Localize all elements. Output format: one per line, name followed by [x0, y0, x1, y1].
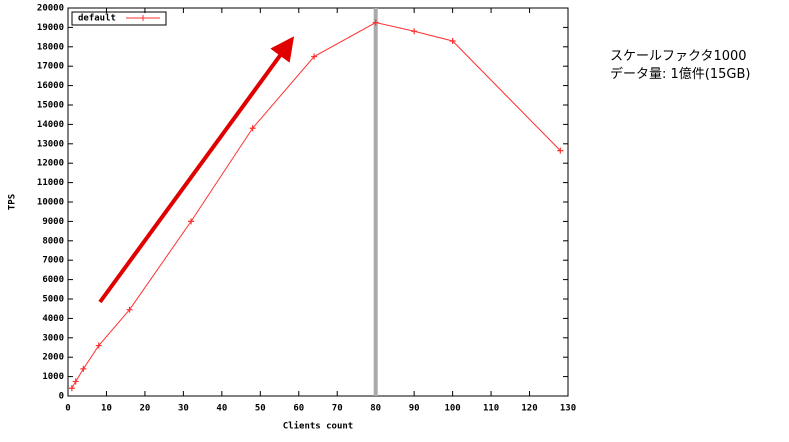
x-tick-label: 20 [140, 404, 151, 414]
point [188, 218, 195, 225]
y-tick-label: 13000 [37, 139, 64, 149]
annotation: スケールファクタ1000 [610, 49, 747, 64]
y-axis-label: TPS [8, 194, 18, 210]
x-tick-label: 30 [178, 404, 189, 414]
y-tick-label: 5000 [42, 295, 64, 305]
point [80, 365, 87, 372]
y-tick-label: 10000 [37, 198, 64, 208]
point [72, 378, 79, 385]
x-tick-label: 80 [370, 404, 381, 414]
x-tick-label: 10 [101, 404, 112, 414]
y-tick-label: 1000 [42, 372, 64, 382]
x-tick-label: 60 [293, 404, 304, 414]
y-tick-label: 3000 [42, 333, 64, 343]
point [95, 342, 102, 349]
point [557, 147, 564, 154]
point [411, 28, 418, 35]
x-tick-label: 130 [560, 404, 576, 414]
point [449, 37, 456, 44]
legend-label: default [78, 14, 116, 24]
x-tick-label: 40 [216, 404, 227, 414]
y-tick-label: 7000 [42, 256, 64, 266]
x-tick-label: 0 [65, 404, 70, 414]
point [372, 19, 379, 26]
y-tick-label: 19000 [37, 23, 64, 33]
y-tick-label: 20000 [37, 4, 64, 14]
y-tick-label: 18000 [37, 42, 64, 52]
legend-marker [140, 15, 146, 21]
x-tick-label: 50 [255, 404, 266, 414]
plot-frame [67, 7, 569, 397]
point [68, 385, 75, 392]
y-tick-label: 12000 [37, 159, 64, 169]
y-tick-label: 11000 [37, 178, 64, 188]
y-tick-label: 0 [59, 392, 64, 402]
point [126, 306, 133, 313]
x-tick-label: 100 [444, 404, 460, 414]
x-axis-label: Clients count [283, 421, 353, 432]
y-tick-label: 8000 [42, 236, 64, 246]
trend-arrow [98, 36, 295, 304]
y-tick-label: 4000 [42, 314, 64, 324]
x-tick-label: 120 [521, 404, 537, 414]
point [311, 53, 318, 60]
annotation: データ量: 1億件(15GB) [610, 66, 750, 82]
series-line [71, 22, 561, 389]
x-tick-label: 90 [409, 404, 420, 414]
y-tick-label: 2000 [42, 353, 64, 363]
y-tick-label: 14000 [37, 120, 64, 130]
y-tick-label: 6000 [42, 275, 64, 285]
y-tick-label: 15000 [37, 101, 64, 111]
point [249, 125, 256, 132]
y-tick-label: 16000 [37, 81, 64, 91]
x-tick-label: 70 [332, 404, 343, 414]
y-tick-label: 9000 [42, 217, 64, 227]
y-tick-label: 17000 [37, 62, 64, 72]
x-tick-label: 110 [483, 404, 499, 414]
